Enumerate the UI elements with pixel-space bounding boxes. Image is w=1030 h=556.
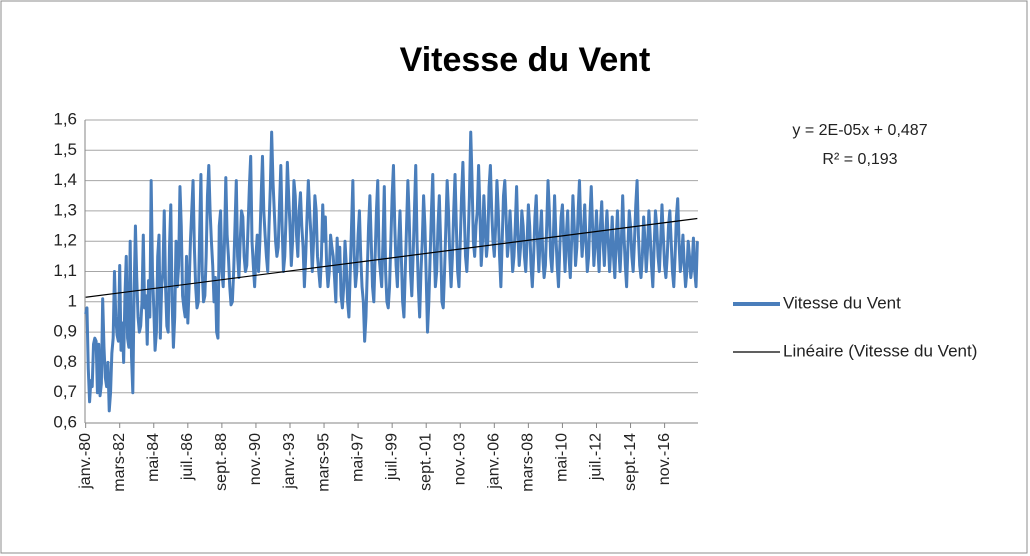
data-line: [84, 130, 699, 413]
y-tick-label: 1,2: [53, 231, 77, 250]
legend-label: Linéaire (Vitesse du Vent): [783, 341, 977, 360]
x-tick-label: nov.-03: [451, 433, 468, 485]
y-tick-label: 1,6: [53, 109, 77, 128]
x-tick-label: janv.-06: [486, 433, 503, 490]
y-tick-label: 0,8: [53, 352, 77, 371]
y-tick-label: 0,9: [53, 322, 77, 341]
y-tick-label: 1,3: [53, 200, 77, 219]
x-tick-label: mars-82: [111, 433, 128, 492]
x-tick-label: nov.-16: [656, 433, 673, 485]
x-tick-label: mars-95: [315, 433, 332, 492]
x-tick-label: juil.-12: [588, 433, 605, 481]
trend-equation: y = 2E-05x + 0,487: [792, 122, 927, 139]
trend-line: [85, 217, 698, 298]
chart-title: Vitesse du Vent: [400, 41, 651, 79]
x-tick-label: sept.-14: [622, 433, 639, 491]
x-tick-label: janv.-93: [281, 433, 298, 490]
y-tick-label: 1: [68, 291, 77, 310]
y-tick-label: 0,7: [53, 382, 77, 401]
x-tick-label: mai-97: [349, 433, 366, 482]
x-tick-label: juil.-99: [383, 433, 400, 481]
legend-label: Vitesse du Vent: [783, 293, 901, 312]
trend-r2: R² = 0,193: [822, 151, 897, 168]
x-tick-label: mars-08: [520, 433, 537, 492]
x-tick-label: nov.-90: [247, 433, 264, 485]
x-tick-label: mai-10: [554, 433, 571, 482]
x-tick-label: sept.-01: [417, 433, 434, 491]
x-tick-label: juil.-86: [179, 433, 196, 481]
y-tick-label: 0,6: [53, 412, 77, 431]
y-tick-label: 1,4: [53, 170, 77, 189]
y-tick-label: 1,1: [53, 261, 77, 280]
x-tick-label: janv.-80: [77, 433, 94, 490]
y-tick-label: 1,5: [53, 140, 77, 159]
x-tick-label: mai-84: [145, 433, 162, 482]
x-tick-label: sept.-88: [213, 433, 230, 491]
